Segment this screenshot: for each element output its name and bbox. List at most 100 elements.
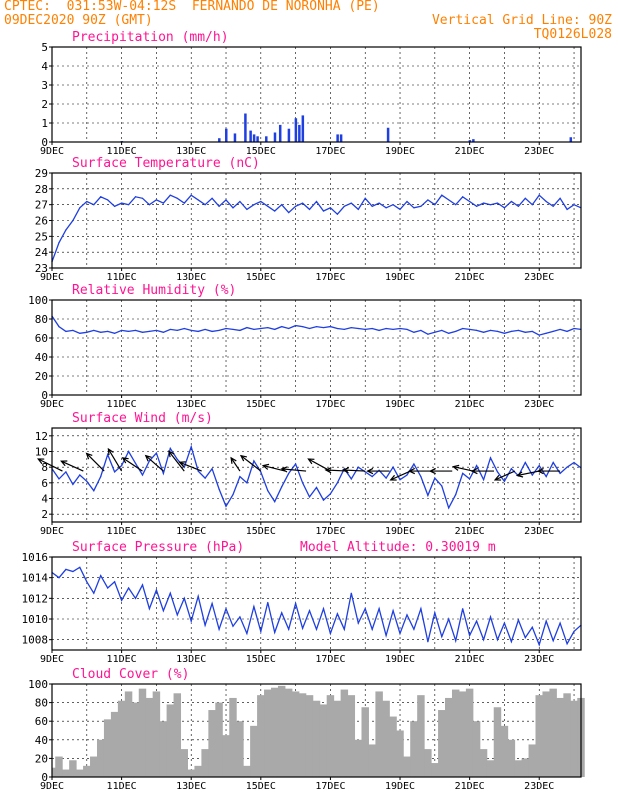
cloud-area-segment [96,739,105,777]
pressure-point [441,635,443,638]
cloud-area-segment [277,685,286,777]
rh-point [489,329,492,331]
temp-xtick-label: 17DEC [315,272,345,283]
pressure-xtick-label: 19DEC [385,654,415,665]
rh-point [475,329,478,331]
pressure-xtick-label: 9DEC [40,654,64,665]
temp-point [232,207,234,209]
pressure-point [427,641,429,643]
pressure-point [503,622,506,624]
pressure-point [162,610,164,612]
rh-point [204,328,206,331]
wind-wind-arrow-head [324,467,332,474]
pressure-point [531,626,533,628]
cloud-area-segment [465,688,474,777]
cloud-area-segment [319,704,328,777]
pressure-point [566,643,568,645]
wind-point [267,490,269,492]
precip-bar [218,138,221,142]
pressure-point [350,592,352,594]
wind-point [79,474,81,476]
precip-ytick-label: 2 [41,98,48,111]
temp-point [462,196,464,198]
pressure-series-line [51,566,582,647]
cloud-area-segment [83,765,91,777]
wind-wind-arrow-head [280,466,288,473]
rh-point [162,331,164,333]
cloud-area-segment [354,739,362,777]
pressure-point [371,628,373,630]
pressure-xtick-label: 23DEC [524,654,554,665]
temp-point [510,200,512,203]
wind-point [469,478,471,480]
wind-point [190,446,192,448]
wind-wind-arrow-head [239,454,248,462]
pressure-point [267,601,269,604]
precip-xtick-label: 21DEC [455,146,485,157]
wind-point [538,465,540,467]
rh-point [503,332,506,334]
wind-wind-arrow-head [407,467,416,475]
rh-point [225,327,227,330]
rh-point [469,328,471,331]
rh-point [496,330,499,332]
rh-point [260,327,262,330]
cloud-area-segment [500,725,509,777]
temp-point [406,200,408,203]
cloud-area-segment [396,730,404,777]
rh-point [524,331,526,333]
pressure-point [107,587,109,589]
wind-wind-arrow-head [121,457,129,464]
precip-bar [472,139,475,142]
pressure-point [496,639,499,641]
cloud-area-segment [305,695,314,777]
temp-point [357,208,359,211]
rh-point [295,325,297,327]
cloud-area-segment [298,693,307,777]
wind-point [301,482,304,484]
cloud-area-segment [486,760,495,777]
precip-bar [233,133,237,142]
pressure-ytick-label: 1010 [22,613,49,626]
precip-bar [294,118,298,142]
wind-xtick-label: 9DEC [40,526,64,537]
rh-point [545,332,547,334]
pressure-point [197,595,199,597]
cloud-area-segment [410,721,418,777]
cloud-area-segment [403,756,411,777]
wind-point [295,463,297,465]
cloud-area-segment [257,695,265,777]
cloud-frame [51,683,582,778]
cloud-ytick-label: 20 [35,752,48,765]
temp-point [267,205,269,207]
temp-point [274,210,276,212]
rh-point [100,331,102,333]
temp-ytick-label: 27 [35,199,48,212]
rh-point [329,326,332,328]
wind-wind-arrow [263,465,286,472]
pressure-point [413,628,415,630]
cloud-area-segment [556,697,564,777]
wind-point [308,496,311,498]
wind-point [566,466,568,468]
rh-point [211,330,213,332]
wind-point [336,482,338,484]
wind-point [72,483,74,485]
wind-ytick-label: 2 [41,508,48,521]
temp-point [371,205,373,207]
temp-point [65,229,67,231]
cloud-area-segment [110,711,119,777]
wind-point [350,478,352,480]
precip-xtick-label: 11DEC [107,146,137,157]
rh-ytick-label: 20 [35,370,48,383]
precip-bar [336,134,339,142]
rh-point [239,329,241,331]
rh-point [148,330,151,332]
cloud-area-segment [375,691,383,777]
rh-point [65,330,67,332]
cloud-area-segment [514,760,523,777]
wind-point [315,486,318,489]
temp-point [72,219,74,222]
pressure-point [274,631,276,634]
wind-wind-arrow-head [107,447,114,456]
